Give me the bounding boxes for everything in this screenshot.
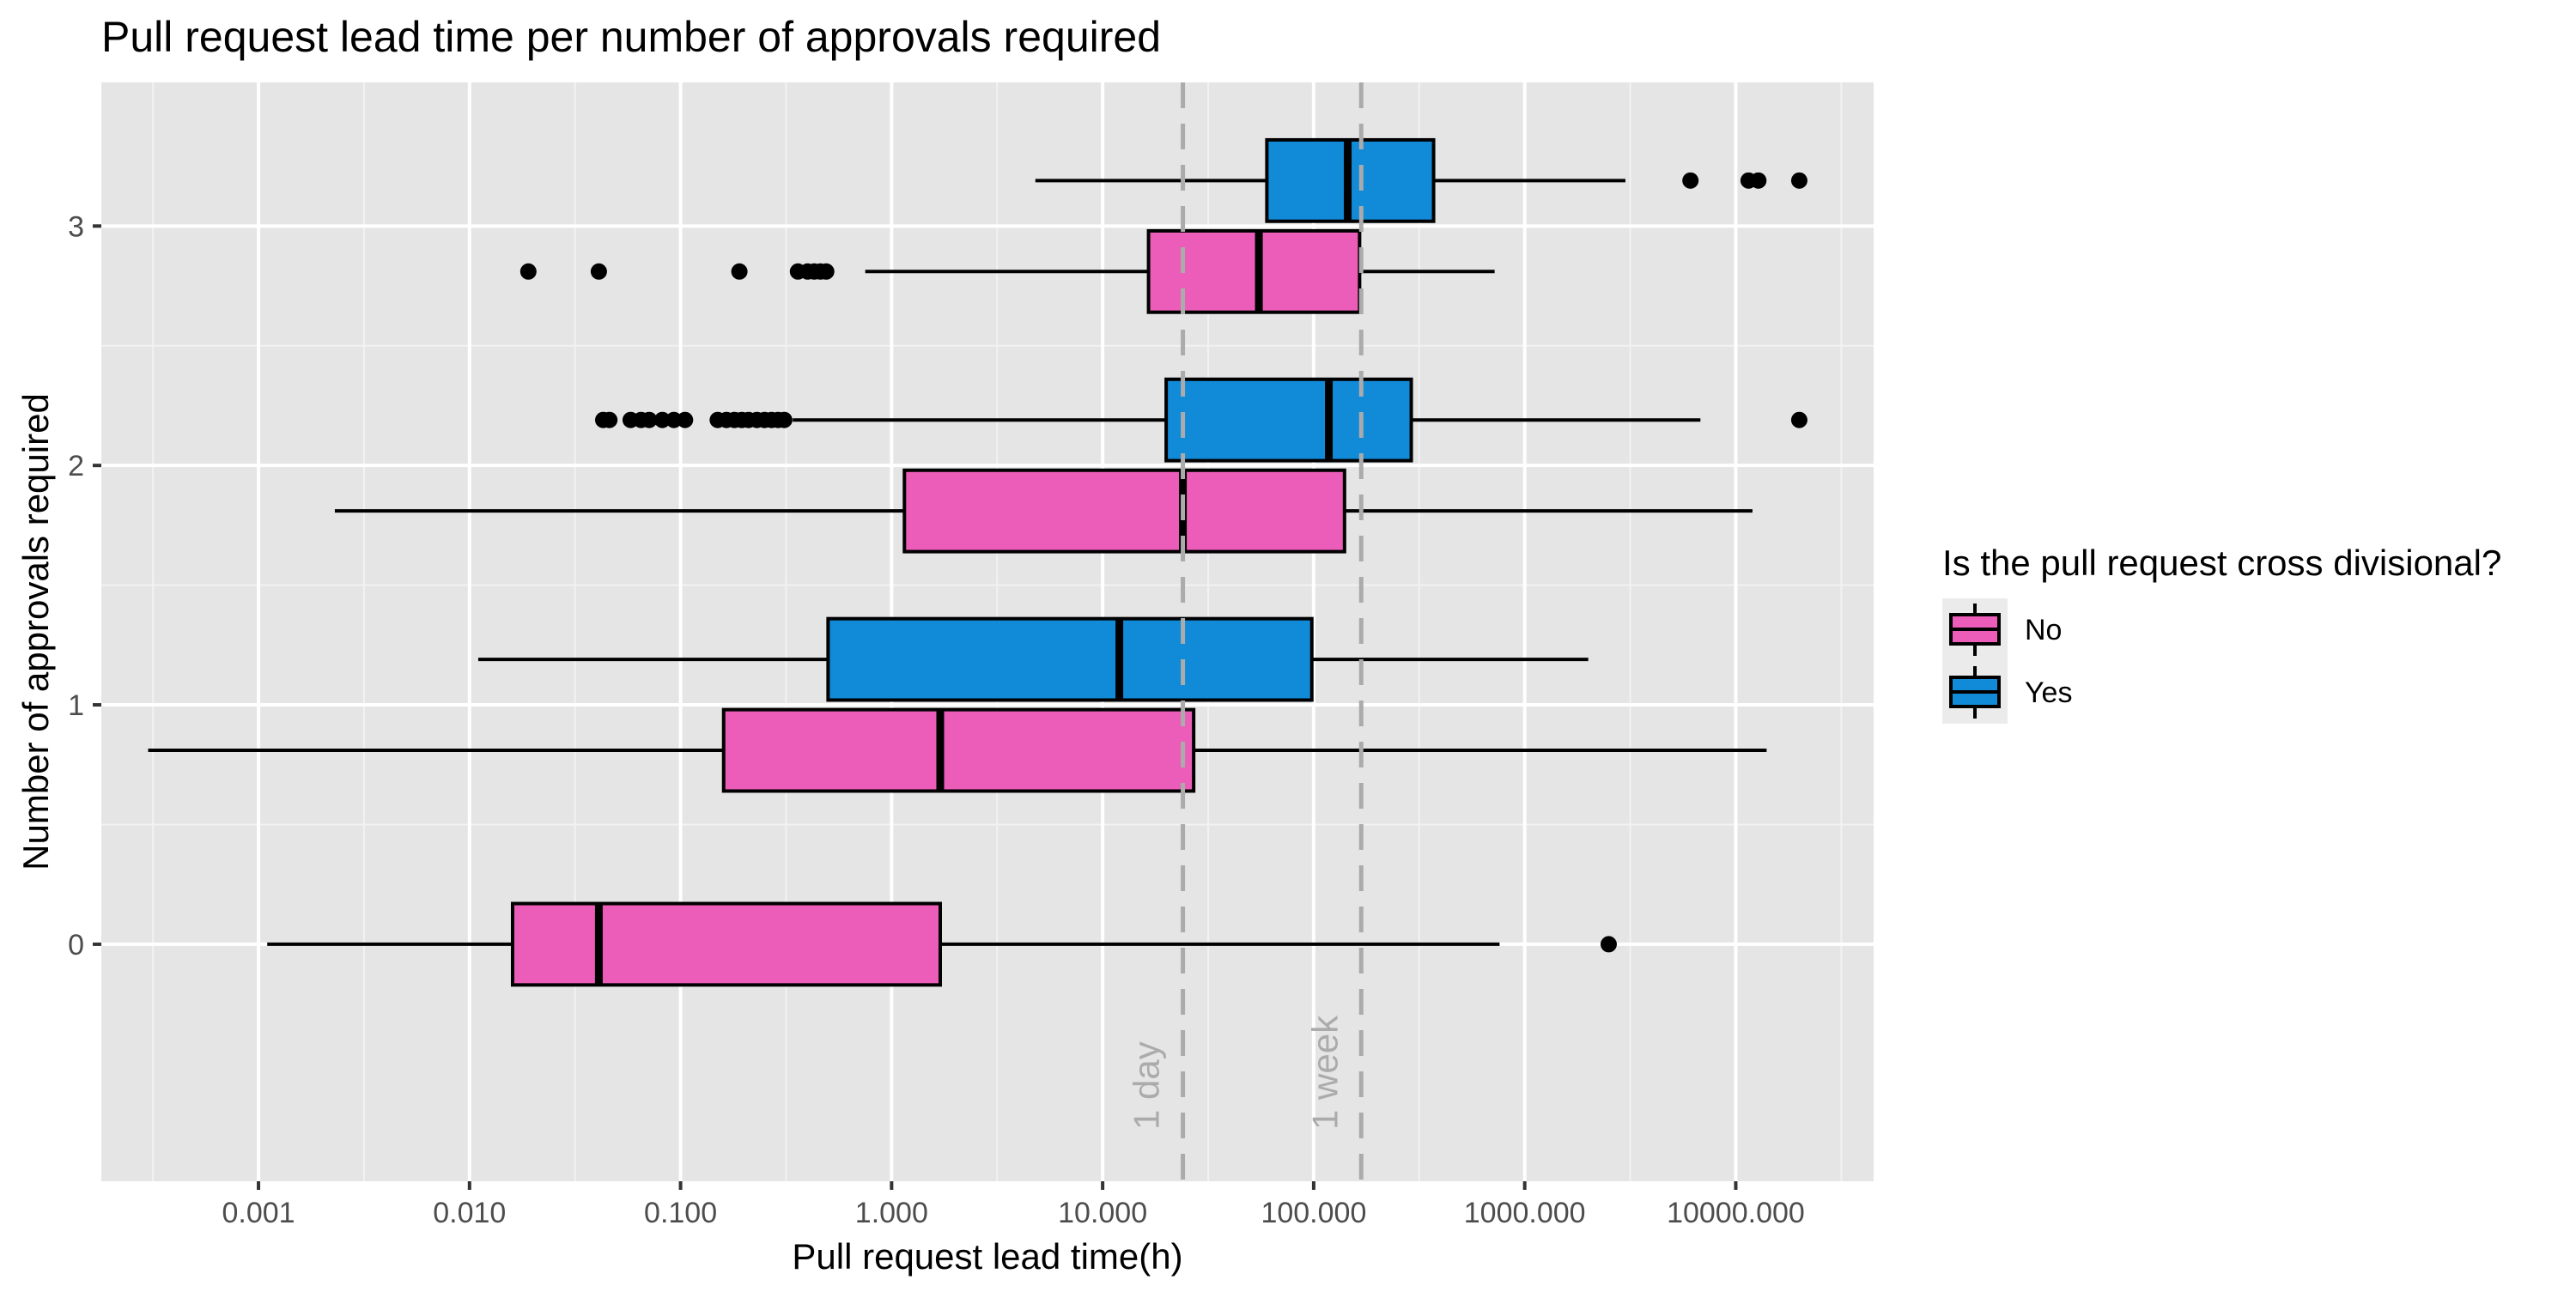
outlier-point (641, 411, 658, 428)
outlier-point (677, 411, 694, 428)
box-yes (1164, 377, 1413, 463)
chart-title: Pull request lead time per number of app… (101, 13, 1162, 61)
box-no (510, 901, 942, 987)
x-tick-label: 0.010 (433, 1197, 506, 1229)
x-axis-title: Pull request lead time(h) (792, 1236, 1182, 1277)
x-tick-label: 1000.000 (1464, 1197, 1586, 1229)
reference-line-label: 1 week (1304, 1015, 1345, 1130)
outlier-point (817, 263, 835, 280)
legend-label: Yes (2025, 676, 2072, 709)
outlier-point (519, 263, 537, 280)
outlier-point (1750, 172, 1767, 189)
y-tick-label: 2 (68, 450, 84, 482)
x-tick-label: 100.000 (1261, 1197, 1366, 1229)
x-tick-label: 10000.000 (1667, 1197, 1805, 1229)
outlier-point (731, 263, 748, 280)
outlier-point (1790, 411, 1807, 428)
x-tick-label: 1.000 (855, 1197, 928, 1229)
box-no (902, 468, 1346, 554)
legend-label: No (2025, 614, 2062, 646)
x-tick-label: 10.000 (1058, 1197, 1147, 1229)
box-yes (826, 616, 1314, 702)
outlier-point (601, 411, 618, 428)
y-tick-label: 3 (68, 210, 84, 243)
outlier-point (653, 411, 671, 428)
outlier-point (1790, 172, 1807, 189)
y-axis-title: Number of approvals required (15, 393, 56, 870)
reference-line-label: 1 day (1127, 1041, 1167, 1130)
y-tick-label: 0 (68, 929, 84, 961)
outlier-point (1600, 936, 1617, 953)
outlier-point (1682, 172, 1699, 189)
box-no (721, 707, 1196, 793)
x-tick-label: 0.001 (222, 1197, 295, 1229)
box-no (1146, 228, 1362, 314)
legend-title: Is the pull request cross divisional? (1942, 543, 2501, 583)
outlier-point (775, 411, 793, 428)
outlier-point (590, 263, 607, 280)
x-tick-label: 0.100 (644, 1197, 717, 1229)
y-tick-label: 1 (68, 689, 84, 722)
